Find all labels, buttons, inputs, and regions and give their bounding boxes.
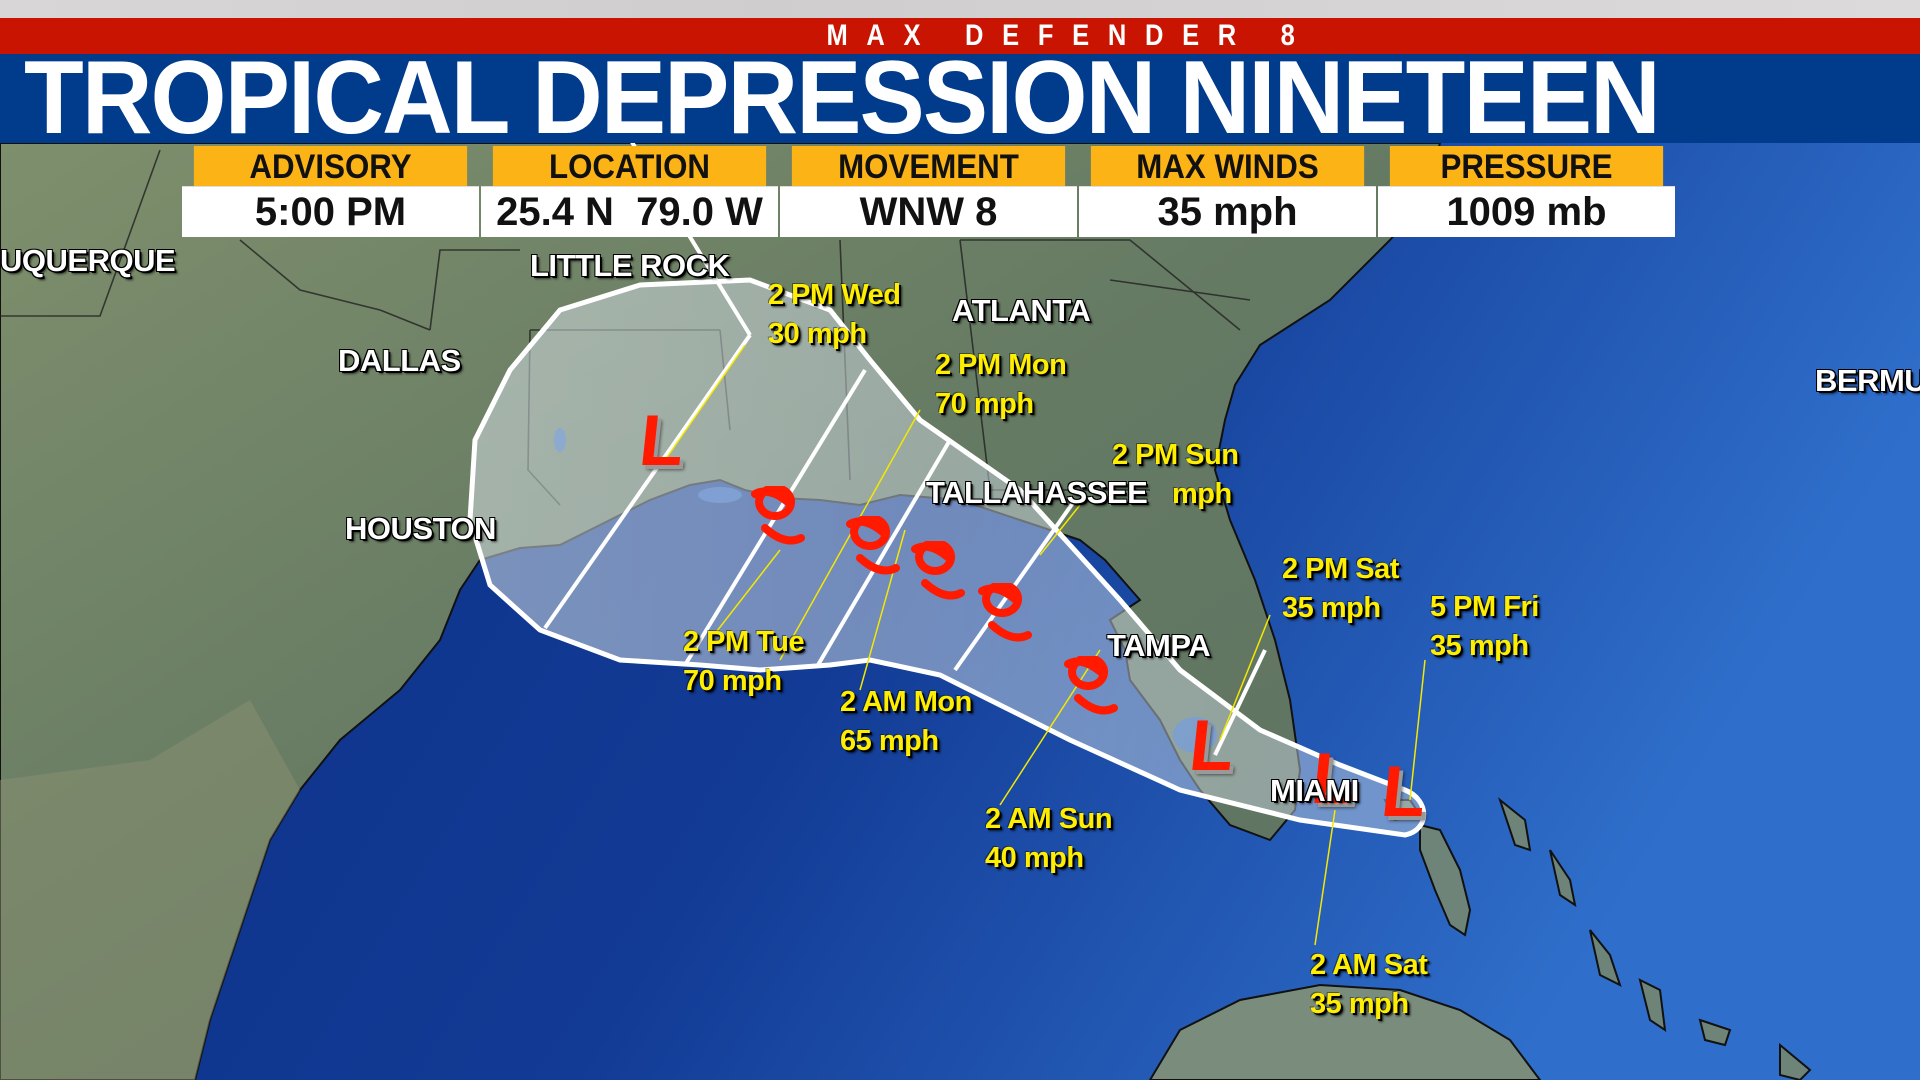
tropical-storm-icon [846, 516, 900, 575]
info-pressure: PRESSURE 1009 mb [1378, 146, 1675, 237]
brand-bar: MAX DEFENDER 8 [0, 18, 1920, 54]
tropical-storm-icon [911, 541, 965, 600]
info-advisory: ADVISORY 5:00 PM [182, 146, 479, 237]
info-max-winds: MAX WINDS 35 mph [1079, 146, 1376, 237]
info-label: LOCATION [492, 146, 767, 186]
city-label-tallahassee: TALLAHASSEE [926, 475, 1148, 510]
forecast-callout: 2 AM Mon 65 mph [840, 686, 972, 757]
brand-label: MAX DEFENDER 8 [826, 19, 1315, 52]
city-label-miami: MIAMI [1270, 773, 1359, 808]
info-value: WNW 8 [780, 186, 1077, 237]
tropical-storm-icon [751, 486, 805, 545]
forecast-callout: 5 PM Fri 35 mph [1430, 591, 1539, 662]
city-label-atlanta: ATLANTA [952, 293, 1091, 328]
mexico-terrain [0, 700, 300, 1080]
title-bar: TROPICAL DEPRESSION NINETEEN [0, 46, 1920, 150]
forecast-callout: 2 PM Sat 35 mph [1282, 553, 1399, 624]
info-value: 1009 mb [1378, 186, 1675, 237]
cuba [1148, 983, 1542, 1080]
info-label: MOVEMENT [791, 146, 1066, 186]
low-pressure-icon: L [1377, 752, 1431, 832]
map-background [0, 143, 1920, 1080]
info-label: MAX WINDS [1090, 146, 1365, 186]
city-label-houston: HOUSTON [345, 511, 496, 546]
info-label: ADVISORY [193, 146, 468, 186]
info-label: PRESSURE [1389, 146, 1664, 186]
forecast-callout: 2 AM Sun 40 mph [985, 803, 1113, 874]
low-pressure-icon: L [635, 401, 689, 481]
city-label-bermuda: BERMU [1815, 363, 1920, 398]
city-label-little-rock: LITTLE ROCK [530, 248, 730, 283]
forecast-callout: 2 PM Tue 70 mph [683, 626, 805, 697]
top-strip [0, 0, 1920, 18]
advisory-info-table: ADVISORY 5:00 PM LOCATION 25.4 N 79.0 W … [182, 146, 1677, 237]
page-title: TROPICAL DEPRESSION NINETEEN [24, 40, 1661, 156]
info-value: 5:00 PM [182, 186, 479, 237]
forecast-callout: 2 PM Mon 70 mph [935, 349, 1067, 420]
forecast-map: L L L L UQUERQUE LITTLE ROCK DALLAS ATLA… [0, 143, 1920, 1080]
city-label-dallas: DALLAS [338, 343, 461, 378]
info-movement: MOVEMENT WNW 8 [780, 146, 1077, 237]
forecast-callout: 2 AM Sat 35 mph [1310, 949, 1428, 1020]
info-value: 25.4 N 79.0 W [481, 186, 778, 237]
city-label-albuquerque: UQUERQUE [0, 243, 176, 278]
tropical-storm-icon [978, 583, 1032, 642]
forecast-callout: 2 PM Sun mph [1112, 439, 1239, 510]
info-location: LOCATION 25.4 N 79.0 W [481, 146, 778, 237]
info-value: 35 mph [1079, 186, 1376, 237]
city-label-tampa: TAMPA [1107, 628, 1211, 663]
leader-lines [664, 344, 1426, 946]
forecast-callout: 2 PM Wed 30 mph [768, 279, 901, 350]
tropical-storm-icon [1064, 656, 1118, 715]
low-pressure-icon: L [1185, 706, 1239, 786]
